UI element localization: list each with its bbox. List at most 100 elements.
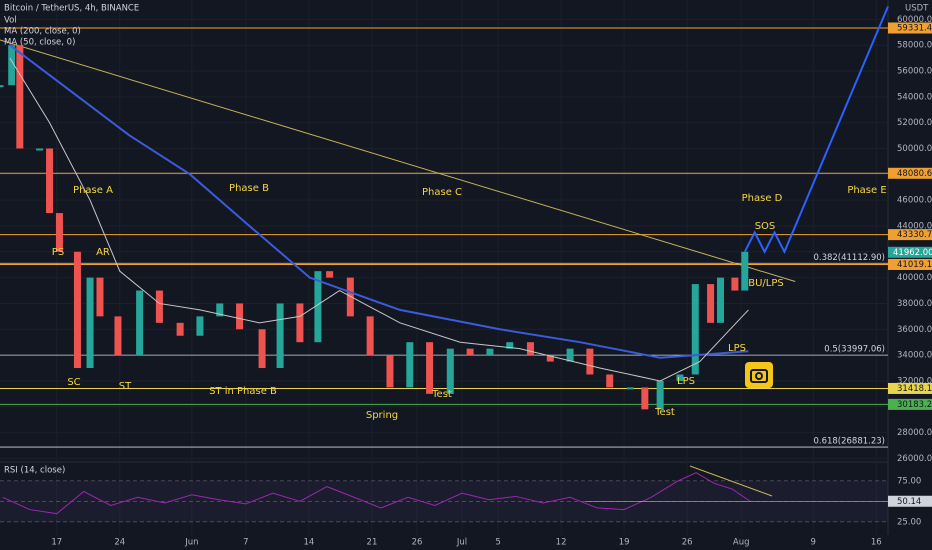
candle bbox=[176, 322, 184, 336]
candle bbox=[236, 303, 244, 330]
projection-path bbox=[743, 6, 889, 255]
x-tick-label: 26 bbox=[682, 538, 693, 548]
x-tick-label: 26 bbox=[412, 538, 423, 548]
rsi-current-label: 50.14 bbox=[897, 497, 921, 507]
price-tag bbox=[888, 246, 932, 258]
candle bbox=[296, 303, 304, 343]
annotation: PS bbox=[52, 247, 64, 258]
annotation: Test bbox=[431, 389, 452, 400]
x-tick-label: 5 bbox=[495, 538, 500, 548]
candle bbox=[731, 277, 739, 291]
chart-title: Bitcoin / TetherUS, 4h, BINANCE bbox=[4, 4, 139, 14]
axis-unit: USDT bbox=[905, 4, 929, 14]
x-tick-label: 21 bbox=[367, 538, 378, 548]
candle bbox=[626, 387, 634, 390]
indicator-label: MA (200, close, 0) bbox=[4, 27, 81, 37]
annotation: AR bbox=[96, 247, 110, 258]
price-label: 41962.00 bbox=[893, 248, 932, 258]
candle bbox=[566, 348, 574, 362]
annotation: Test bbox=[654, 407, 675, 418]
moving-average bbox=[9, 57, 749, 382]
candle bbox=[546, 355, 554, 362]
candle bbox=[446, 348, 454, 394]
x-tick-label: Jun bbox=[184, 538, 198, 548]
candle bbox=[258, 329, 266, 369]
y-tick-label: 50000.00 bbox=[897, 144, 932, 154]
annotation: Phase A bbox=[73, 185, 113, 196]
x-tick-label: 24 bbox=[114, 538, 125, 548]
level-tag bbox=[888, 398, 932, 410]
candle bbox=[676, 374, 684, 381]
candle bbox=[406, 342, 414, 388]
level-tag bbox=[888, 167, 932, 179]
y-tick-label: 40000.00 bbox=[897, 273, 932, 283]
y-tick-label: 44000.00 bbox=[897, 221, 932, 231]
annotation: Phase C bbox=[422, 187, 462, 198]
x-tick-label: 9 bbox=[811, 538, 816, 548]
fib-label: 0.618(26881.23) bbox=[813, 437, 885, 447]
annotation: BU/LPS bbox=[748, 278, 784, 289]
y-tick-label: 60000.00 bbox=[897, 15, 932, 25]
candle bbox=[86, 277, 94, 369]
candle bbox=[741, 251, 749, 291]
candle bbox=[641, 387, 649, 410]
camera-bg[interactable] bbox=[745, 362, 773, 388]
candle bbox=[586, 348, 594, 375]
candle bbox=[346, 277, 354, 317]
annotation: LPS bbox=[677, 376, 695, 387]
candle bbox=[707, 284, 715, 323]
rsi-tick-label: 25.00 bbox=[897, 517, 921, 527]
candle bbox=[8, 45, 16, 86]
plot: 26000.0028000.0030000.0032000.0034000.00… bbox=[0, 6, 932, 548]
candle bbox=[73, 251, 81, 369]
y-tick-label: 38000.00 bbox=[897, 299, 932, 309]
candle bbox=[691, 284, 699, 375]
rsi-line bbox=[2, 472, 751, 515]
y-tick-label: 54000.00 bbox=[897, 92, 932, 102]
fib-label: 0.382(41112.90) bbox=[813, 253, 885, 263]
annotation: Phase B bbox=[229, 183, 269, 194]
level-label: 41019.18 bbox=[897, 260, 932, 270]
rsi-tag bbox=[888, 495, 932, 507]
x-tick-label: Jul bbox=[456, 538, 467, 548]
candle bbox=[656, 380, 664, 410]
candle bbox=[0, 85, 4, 88]
y-tick-label: 36000.00 bbox=[897, 325, 932, 335]
y-tick-label: 58000.00 bbox=[897, 41, 932, 51]
candle bbox=[606, 374, 614, 388]
x-tick-label: 12 bbox=[556, 538, 567, 548]
candle bbox=[506, 342, 514, 349]
grid bbox=[0, 0, 888, 535]
rsi-tick-label: 75.00 bbox=[897, 476, 921, 486]
annotation: ST bbox=[119, 381, 132, 392]
level-label: 31418.19 bbox=[897, 384, 932, 394]
annotation: ST in Phase B bbox=[209, 386, 277, 397]
candle bbox=[196, 316, 204, 336]
level-label: 30183.23 bbox=[897, 400, 932, 410]
annotation: SC bbox=[67, 377, 80, 388]
indicator-label: MA (50, close, 0) bbox=[4, 38, 75, 48]
candle bbox=[486, 348, 494, 356]
rsi-trendline bbox=[689, 465, 773, 497]
level-tag bbox=[888, 22, 932, 34]
indicator-label: Vol bbox=[4, 16, 17, 26]
candle bbox=[366, 316, 374, 356]
camera-icon[interactable] bbox=[745, 362, 773, 388]
candle bbox=[155, 290, 163, 323]
candle bbox=[36, 148, 44, 151]
candle bbox=[16, 45, 24, 149]
trendline bbox=[0, 39, 796, 282]
candle bbox=[326, 271, 334, 278]
annotation: Spring bbox=[366, 410, 398, 421]
fib-label: 0.5(33997.06) bbox=[824, 345, 885, 355]
x-tick-label: 19 bbox=[619, 538, 630, 548]
annotation: LPS bbox=[728, 343, 746, 354]
x-tick-label: Aug bbox=[733, 538, 750, 548]
candle bbox=[46, 148, 54, 214]
level-label: 48080.64 bbox=[897, 169, 932, 179]
candle bbox=[314, 271, 322, 343]
x-tick-label: 16 bbox=[871, 538, 882, 548]
candle bbox=[216, 303, 224, 317]
y-tick-label: 56000.00 bbox=[897, 67, 932, 77]
